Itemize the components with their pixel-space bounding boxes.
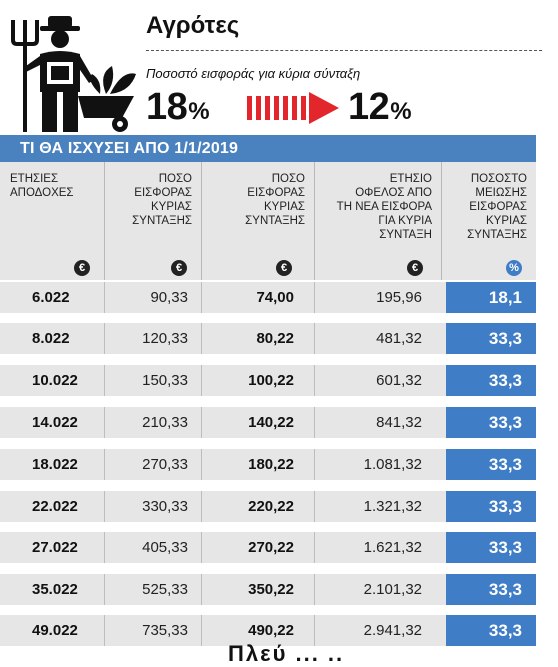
row-old-contribution: 210,33 [104, 407, 201, 438]
header-col-reduction: ΠΟΣΟΣΤΟ ΜΕΙΩΣΗΣ ΕΙΣΦΟΡΑΣ ΚΥΡΙΑΣ ΣΥΝΤΑΞΗΣ… [441, 162, 537, 280]
row-old-contribution: 90,33 [104, 282, 201, 313]
row-old-contribution: 525,33 [104, 574, 201, 605]
row-new-contribution: 180,22 [201, 449, 314, 480]
row-old-contribution: 330,33 [104, 491, 201, 522]
row-annual-benefit: 841,32 [314, 407, 441, 438]
header-col-old-contribution: ΠΟΣΟ ΕΙΣΦΟΡΑΣ ΚΥΡΙΑΣ ΣΥΝΤΑΞΗΣ € [104, 162, 202, 280]
euro-unit-icon: € [74, 260, 90, 276]
row-reduction-percent: 18,1 [446, 282, 536, 313]
section-banner: ΤΙ ΘΑ ΙΣΧΥΣΕΙ ΑΠΟ 1/1/2019 [0, 135, 536, 162]
row-old-contribution: 270,33 [104, 449, 201, 480]
subtitle: Ποσοστό εισφοράς για κύρια σύνταξη [146, 66, 361, 81]
header-col-new-contribution-label: ΠΟΣΟ ΕΙΣΦΟΡΑΣ ΚΥΡΙΑΣ ΣΥΝΤΑΞΗΣ [245, 173, 305, 227]
row-annual-benefit: 1.321,32 [314, 491, 441, 522]
row-new-contribution: 350,22 [201, 574, 314, 605]
header-col-old-contribution-label: ΠΟΣΟ ΕΙΣΦΟΡΑΣ ΚΥΡΙΑΣ ΣΥΝΤΑΞΗΣ [132, 173, 192, 227]
row-reduction-percent: 33,3 [446, 532, 536, 563]
euro-unit-icon: € [171, 260, 187, 276]
row-new-contribution: 74,00 [201, 282, 314, 313]
new-rate-value: 12 [348, 86, 390, 128]
header-col-new-contribution: ΠΟΣΟ ΕΙΣΦΟΡΑΣ ΚΥΡΙΑΣ ΣΥΝΤΑΞΗΣ € [201, 162, 315, 280]
row-old-contribution: 405,33 [104, 532, 201, 563]
title-divider [146, 50, 542, 51]
row-old-contribution: 120,33 [104, 323, 201, 354]
arrow-right-icon [247, 92, 339, 124]
new-rate: 12% [348, 86, 412, 129]
row-annual-benefit: 1.081,32 [314, 449, 441, 480]
row-annual-income: 6.022 [32, 289, 70, 306]
percent-unit-icon: % [506, 260, 522, 276]
header-col-income-label: ΕΤΗΣΙΕΣ ΑΠΟΔΟΧΕΣ [10, 173, 74, 199]
row-annual-income: 14.022 [32, 414, 78, 431]
old-rate-percent: % [188, 98, 210, 125]
table-row: 6.022 90,33 74,00 195,96 18,1 [0, 282, 536, 313]
row-new-contribution: 220,22 [201, 491, 314, 522]
row-annual-benefit: 1.621,32 [314, 532, 441, 563]
row-annual-income: 18.022 [32, 456, 78, 473]
row-reduction-percent: 33,3 [446, 365, 536, 396]
table-header: ΕΤΗΣΙΕΣ ΑΠΟΔΟΧΕΣ € ΠΟΣΟ ΕΙΣΦΟΡΑΣ ΚΥΡΙΑΣ … [0, 162, 536, 280]
row-reduction-percent: 33,3 [446, 449, 536, 480]
row-annual-income: 8.022 [32, 330, 70, 347]
euro-unit-icon: € [407, 260, 423, 276]
row-new-contribution: 100,22 [201, 365, 314, 396]
table-row: 14.022 210,33 140,22 841,32 33,3 [0, 407, 536, 438]
header: Αγρότες Ποσοστό εισφοράς για κύρια σύντα… [0, 0, 558, 135]
table-row: 49.022 735,33 490,22 2.941,32 33,3 [0, 615, 536, 646]
table-row: 22.022 330,33 220,22 1.321,32 33,3 [0, 491, 536, 522]
old-rate-value: 18 [146, 86, 188, 128]
old-rate: 18% [146, 86, 210, 129]
row-new-contribution: 490,22 [201, 615, 314, 646]
row-annual-income: 27.022 [32, 539, 78, 556]
header-col-income: ΕΤΗΣΙΕΣ ΑΠΟΔΟΧΕΣ € [0, 162, 104, 280]
row-annual-income: 22.022 [32, 498, 78, 515]
row-annual-benefit: 481,32 [314, 323, 441, 354]
new-rate-percent: % [390, 98, 412, 125]
header-col-reduction-label: ΠΟΣΟΣΤΟ ΜΕΙΩΣΗΣ ΕΙΣΦΟΡΑΣ ΚΥΡΙΑΣ ΣΥΝΤΑΞΗΣ [467, 173, 527, 241]
table-row: 18.022 270,33 180,22 1.081,32 33,3 [0, 449, 536, 480]
table-row: 8.022 120,33 80,22 481,32 33,3 [0, 323, 536, 354]
header-col-benefit-label: ΕΤΗΣΙΟ ΟΦΕΛΟΣ ΑΠΟ ΤΗ ΝΕΑ ΕΙΣΦΟΡΑ ΓΙΑ ΚΥΡ… [336, 173, 432, 241]
euro-unit-icon: € [276, 260, 292, 276]
table-row: 10.022 150,33 100,22 601,32 33,3 [0, 365, 536, 396]
table-row: 35.022 525,33 350,22 2.101,32 33,3 [0, 574, 536, 605]
row-annual-benefit: 601,32 [314, 365, 441, 396]
row-new-contribution: 140,22 [201, 407, 314, 438]
row-new-contribution: 80,22 [201, 323, 314, 354]
row-reduction-percent: 33,3 [446, 491, 536, 522]
row-reduction-percent: 33,3 [446, 407, 536, 438]
row-annual-income: 10.022 [32, 372, 78, 389]
row-annual-income: 49.022 [32, 622, 78, 639]
row-reduction-percent: 33,3 [446, 323, 536, 354]
row-old-contribution: 150,33 [104, 365, 201, 396]
row-annual-benefit: 2.941,32 [314, 615, 441, 646]
row-annual-income: 35.022 [32, 581, 78, 598]
row-new-contribution: 270,22 [201, 532, 314, 563]
next-section-heading: Πλεύ ... .. [228, 641, 345, 666]
header-col-benefit: ΕΤΗΣΙΟ ΟΦΕΛΟΣ ΑΠΟ ΤΗ ΝΕΑ ΕΙΣΦΟΡΑ ΓΙΑ ΚΥΡ… [314, 162, 442, 280]
row-annual-benefit: 2.101,32 [314, 574, 441, 605]
farmer-icon [11, 16, 136, 132]
page-title: Αγρότες [146, 12, 240, 39]
table-row: 27.022 405,33 270,22 1.621,32 33,3 [0, 532, 536, 563]
row-reduction-percent: 33,3 [446, 615, 536, 646]
row-annual-benefit: 195,96 [314, 282, 441, 313]
row-reduction-percent: 33,3 [446, 574, 536, 605]
row-old-contribution: 735,33 [104, 615, 201, 646]
